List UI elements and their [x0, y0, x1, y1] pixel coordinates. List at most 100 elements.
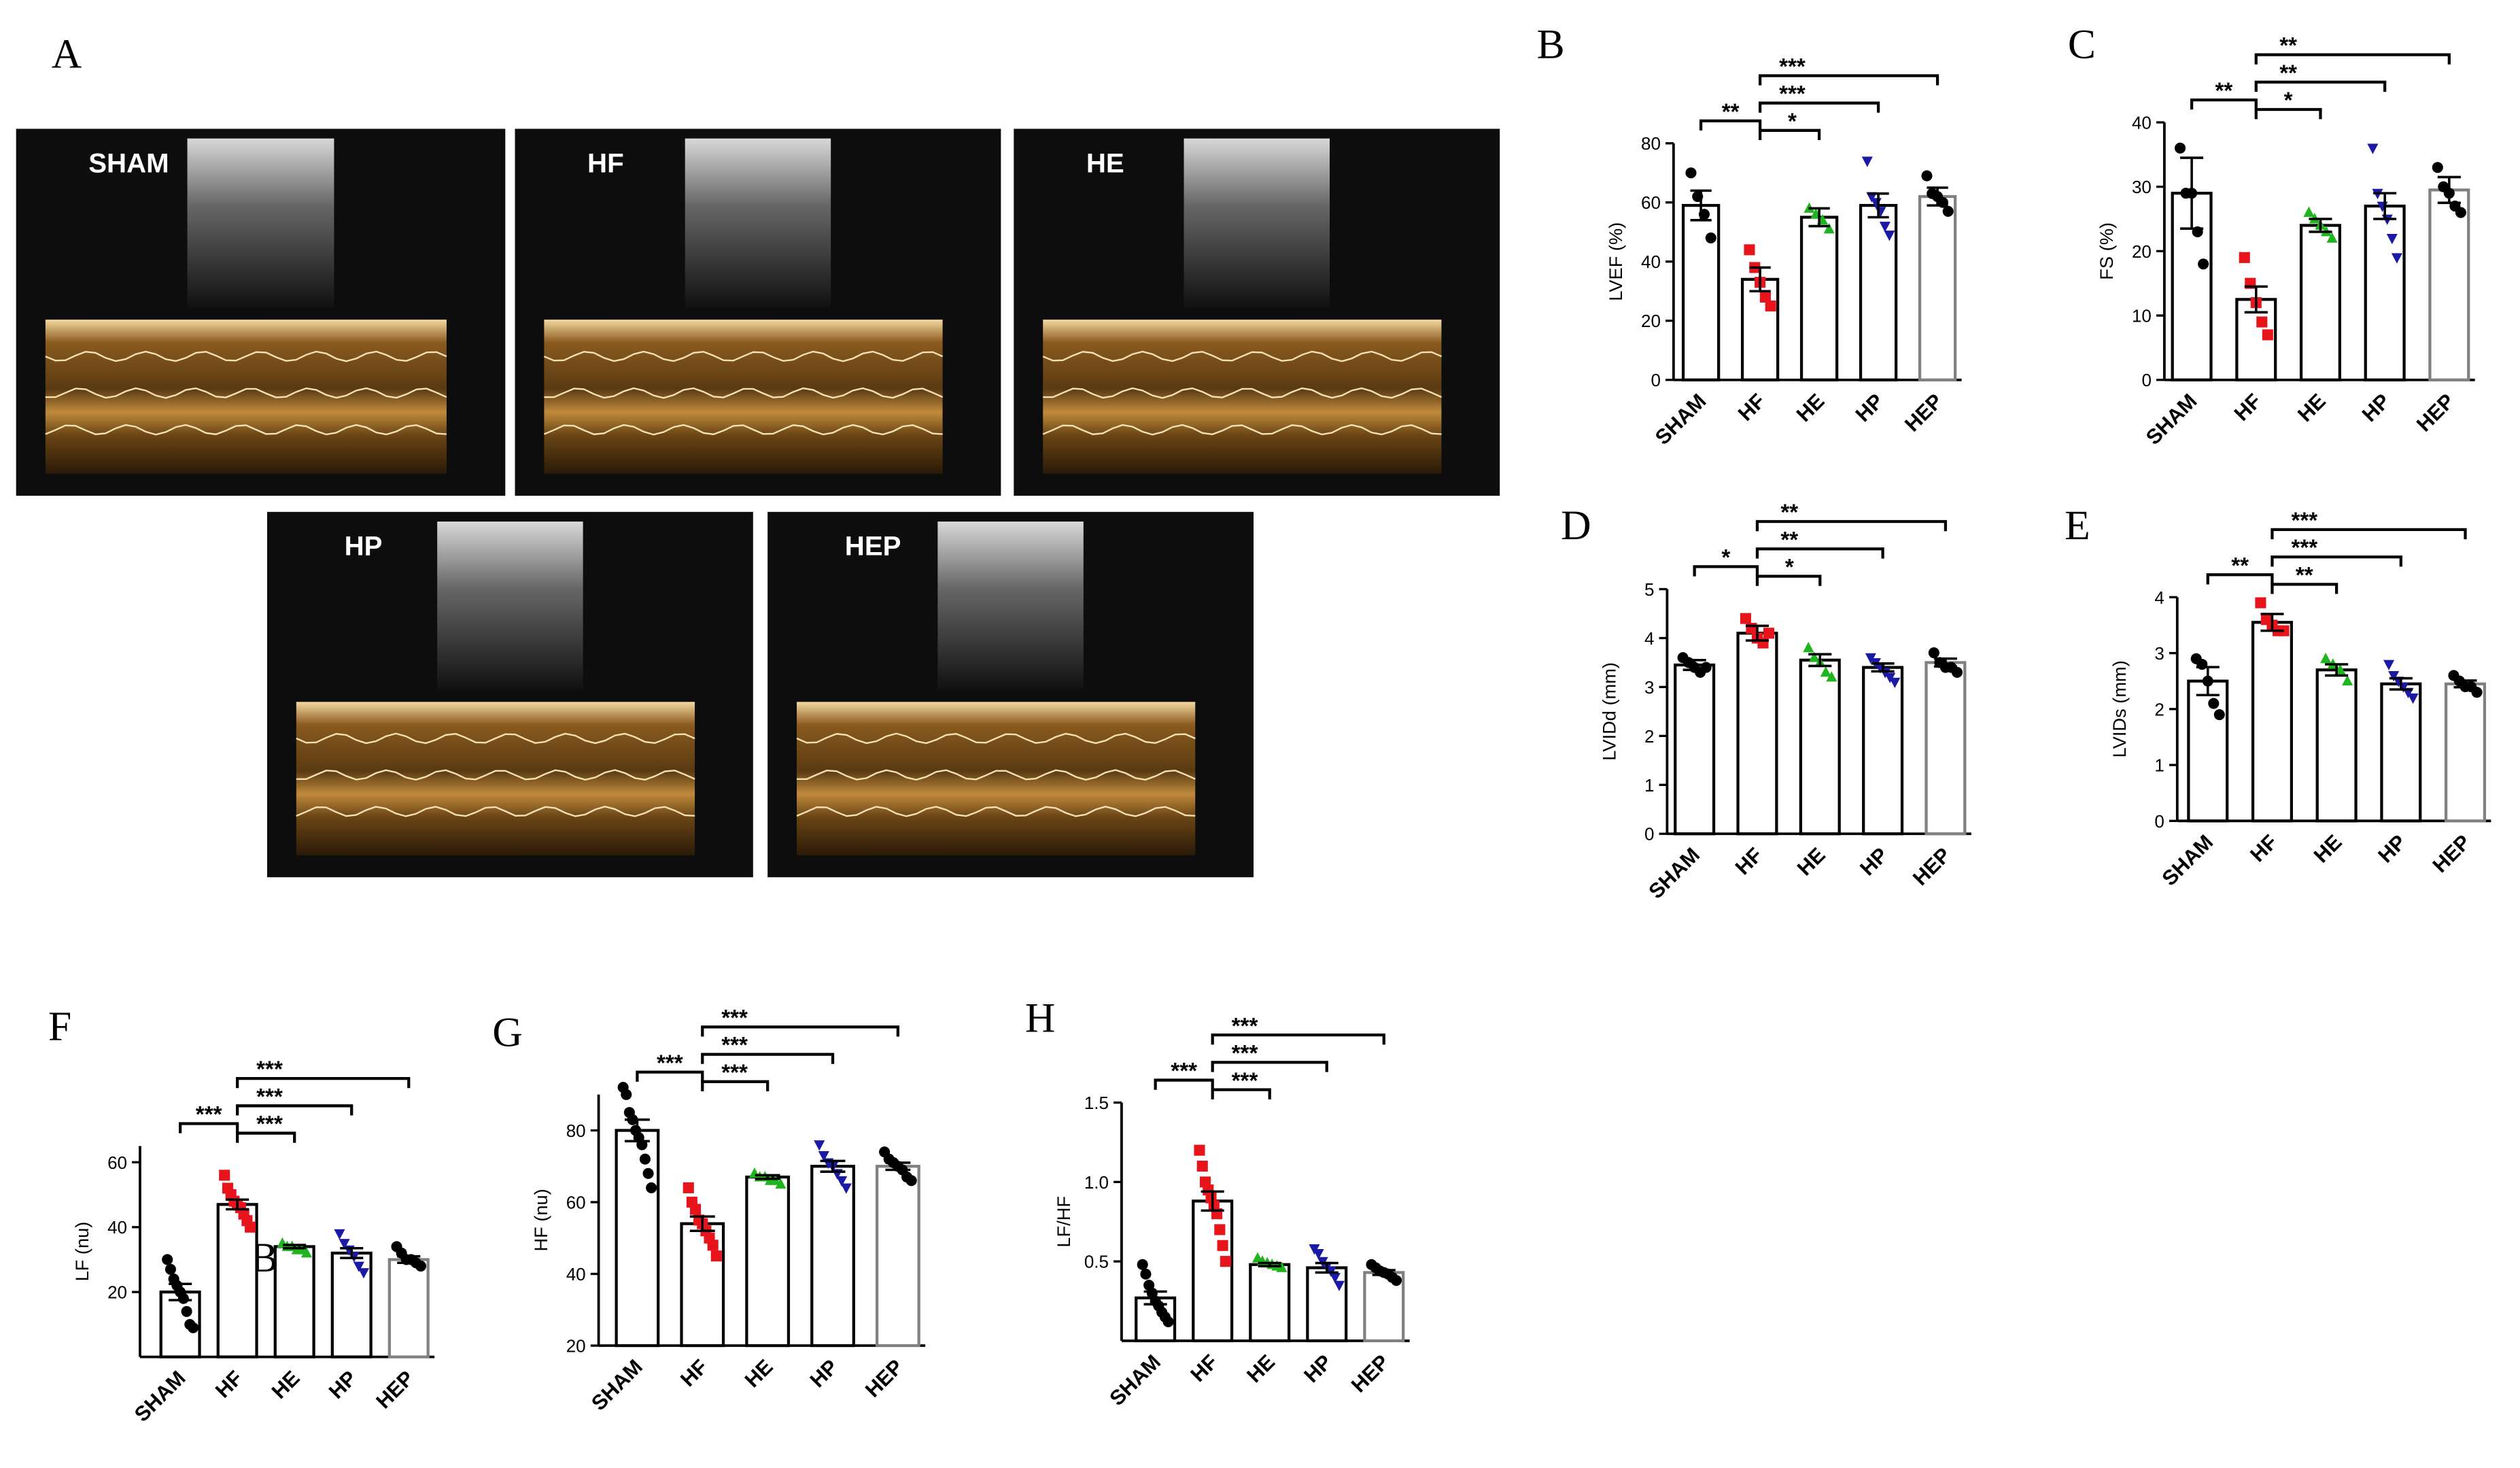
data-point: [2342, 675, 2353, 686]
m-mode-line: [796, 769, 1196, 781]
y-tick-label: 80: [1641, 133, 1661, 154]
data-point: [2471, 687, 2483, 698]
significance-label: *: [2284, 88, 2293, 114]
data-point: [840, 1183, 852, 1194]
x-tick-label: HEP: [1347, 1350, 1394, 1397]
x-tick-label: HF: [1733, 389, 1770, 426]
data-point: [2388, 671, 2400, 682]
significance-bracket: [1758, 129, 1821, 141]
data-point: [2326, 232, 2338, 243]
ultrasound-image: HEP: [767, 511, 1254, 878]
error-bar: [624, 1118, 650, 1143]
data-point: [2239, 252, 2250, 263]
significance-bracket: [236, 1076, 411, 1089]
b-mode-view: [1184, 138, 1330, 307]
x-tick-label: HEP: [861, 1354, 908, 1401]
significance-label: ***: [1779, 82, 1806, 107]
data-point: [836, 1176, 848, 1187]
data-point: [1685, 167, 1697, 179]
x-tick-label: HF: [211, 1366, 247, 1403]
error-bar: [2389, 677, 2413, 691]
y-tick-label: 0: [1644, 824, 1654, 844]
error-bar: [397, 1254, 421, 1265]
data-point: [1928, 647, 1939, 659]
data-point: [2455, 207, 2466, 218]
x-tick-label: HEP: [2412, 389, 2459, 436]
data-point: [1820, 666, 1831, 677]
data-point: [1313, 1249, 1324, 1260]
data-point: [1744, 244, 1755, 256]
y-tick-label: 60: [566, 1192, 586, 1212]
data-point: [639, 1153, 651, 1165]
m-mode-line: [796, 806, 1196, 817]
significance-label: **: [2231, 553, 2249, 579]
panel-label: E: [2065, 502, 2090, 549]
x-tick-label: HE: [2293, 389, 2330, 426]
data-point: [181, 1305, 192, 1317]
error-bar: [1690, 189, 1712, 222]
data-point: [1757, 637, 1769, 649]
bar: [387, 1258, 430, 1359]
significance-bracket: [1758, 101, 1880, 113]
data-point: [1329, 1273, 1341, 1284]
x-tick-label: SHAM: [2157, 830, 2217, 891]
bar: [2299, 224, 2342, 381]
y-tick-label: 0: [1651, 370, 1660, 390]
bar: [1799, 658, 1841, 836]
error-bar: [2260, 613, 2284, 632]
data-point: [1700, 662, 1712, 673]
x-tick-label: HP: [2358, 389, 2395, 426]
ultrasound-image: HF: [515, 129, 1001, 496]
significance-bracket: [701, 1025, 900, 1037]
panel-label: D: [1561, 502, 1591, 549]
m-mode-line: [45, 387, 447, 399]
data-point: [1746, 622, 1757, 634]
error-bar: [2196, 666, 2220, 697]
data-point: [707, 1240, 719, 1251]
y-tick-label: 80: [566, 1121, 586, 1141]
error-bar: [340, 1247, 364, 1259]
m-mode-line: [296, 732, 695, 745]
error-bar: [1143, 1290, 1167, 1305]
data-point: [621, 1089, 632, 1100]
significance-bracket: [1211, 1061, 1328, 1072]
y-tick-label: 60: [107, 1153, 127, 1173]
b-mode-view: [685, 138, 831, 307]
data-point: [2383, 660, 2395, 670]
significance-label: ***: [256, 1057, 283, 1082]
y-tick-label: 4: [1644, 628, 1654, 649]
significance-label: ***: [1232, 1014, 1258, 1039]
y-tick-label: 20: [107, 1282, 127, 1303]
x-tick-label: HE: [1793, 843, 1830, 881]
data-point: [1861, 156, 1873, 167]
panel-label: A: [52, 31, 82, 77]
data-point: [2208, 698, 2220, 709]
data-point: [1276, 1261, 1288, 1272]
panel-label: G: [492, 1010, 522, 1056]
error-bar: [226, 1198, 249, 1211]
significance-label: *: [1721, 545, 1730, 570]
significance-label: ***: [2291, 509, 2317, 534]
data-point: [775, 1178, 787, 1189]
data-point: [219, 1170, 230, 1181]
y-tick-label: 60: [1641, 192, 1661, 213]
panel-label: C: [2068, 21, 2096, 67]
y-tick-label: 10: [2132, 306, 2152, 326]
bar: [1799, 216, 1839, 381]
x-tick-label: HP: [324, 1366, 362, 1403]
significance-bracket: [236, 1104, 353, 1116]
data-point: [2407, 693, 2419, 704]
data-point: [188, 1322, 199, 1333]
data-point: [1705, 232, 1716, 243]
b-mode-view: [187, 138, 334, 307]
bar: [2315, 668, 2358, 823]
y-tick-label: 1: [2154, 755, 2164, 776]
data-point: [2256, 316, 2268, 328]
data-point: [818, 1150, 829, 1162]
data-point: [1823, 223, 1835, 234]
error-bar: [2437, 175, 2461, 205]
data-point: [814, 1140, 825, 1151]
x-tick-label: HP: [805, 1354, 842, 1392]
x-tick-label: HF: [2245, 830, 2282, 867]
y-tick-label: 1: [1644, 775, 1654, 796]
